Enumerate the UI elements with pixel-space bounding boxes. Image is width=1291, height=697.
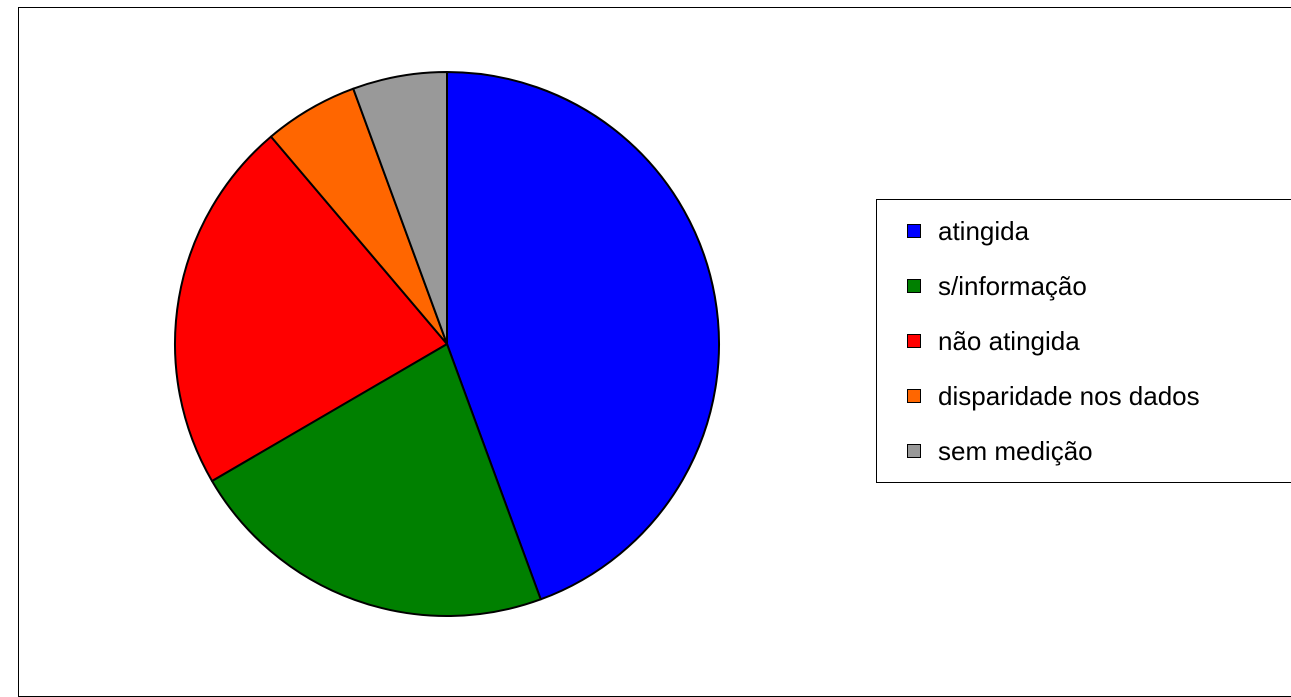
legend-swatch [907,334,921,348]
pie-slice-sem-medi-o [352,71,448,345]
legend-label: não atingida [938,326,1080,356]
legend-swatch [907,389,921,403]
legend-swatch [907,279,921,293]
legend-swatch [907,444,921,458]
legend-label: disparidade nos dados [938,381,1200,411]
pie-slice-atingida [446,71,720,601]
pie-slice-n-o-atingida [174,135,448,482]
pie-chart [174,71,720,617]
legend-swatch [907,224,921,238]
legend-label: atingida [938,216,1030,246]
chart-legend: atingida s/informação não atingida dispa… [876,199,1291,483]
legend-label: sem medição [938,436,1093,466]
legend-label: s/informação [938,271,1087,301]
pie-slice-s-informa-o [211,343,542,617]
